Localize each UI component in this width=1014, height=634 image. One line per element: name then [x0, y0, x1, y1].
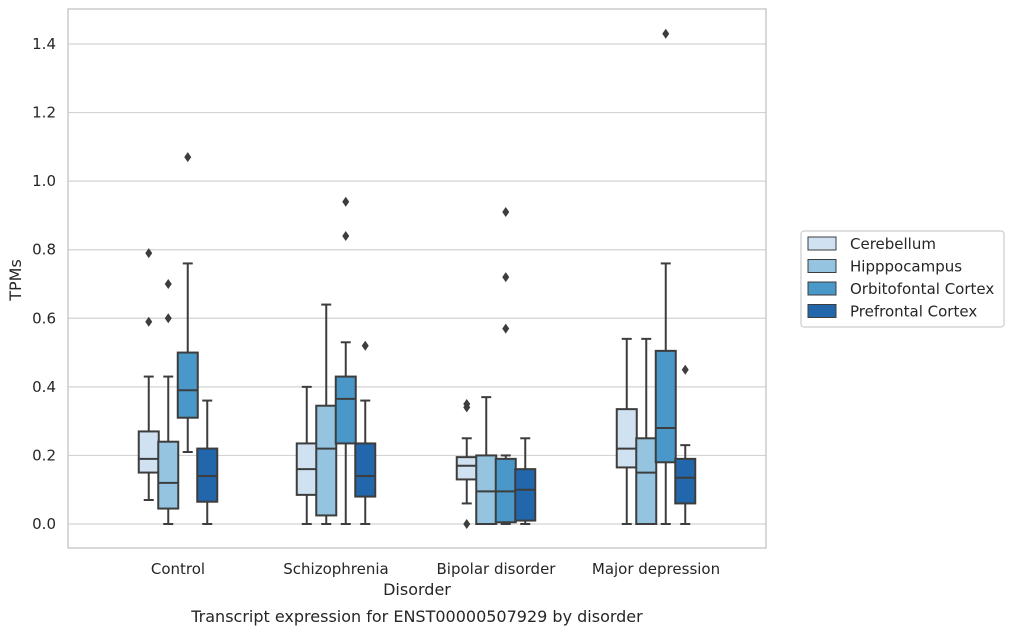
series-hipppocampus	[157, 279, 658, 525]
box-body	[635, 437, 658, 525]
outlier-point	[502, 272, 510, 283]
x-tick-label: Control	[151, 560, 205, 578]
outlier-point	[145, 248, 153, 259]
legend-item: Prefrontal Cortex	[807, 303, 977, 321]
box	[157, 279, 180, 525]
box-body	[315, 404, 338, 517]
chart-caption: Transcript expression for ENST0000050792…	[190, 607, 643, 626]
box	[514, 437, 537, 525]
legend-swatch	[807, 304, 837, 318]
legend-item: Hipppocampus	[807, 258, 962, 276]
plot-frame	[67, 8, 767, 549]
plot-area	[137, 28, 697, 529]
box	[615, 337, 638, 525]
box	[137, 248, 160, 501]
series-orbitofontal-cortex	[176, 28, 677, 525]
y-tick-label: 0.6	[32, 309, 56, 327]
outlier-point	[681, 364, 689, 375]
box	[674, 364, 697, 525]
outlier-point	[184, 152, 192, 163]
legend: Cerebellum Hipppocampus Orbitofontal Corte…	[800, 230, 1005, 328]
x-axis-title: Disorder	[383, 580, 451, 599]
x-tick-label: Bipolar disorder	[437, 560, 557, 578]
box	[654, 28, 677, 525]
box	[635, 337, 658, 525]
outlier-point	[502, 323, 510, 334]
legend-swatch	[807, 236, 837, 251]
box-body	[514, 468, 537, 522]
box-body	[176, 351, 199, 419]
x-tick-label: Schizophrenia	[283, 560, 388, 578]
y-tick-label: 1.0	[32, 172, 56, 190]
box-body	[334, 375, 357, 445]
outlier-point	[361, 340, 369, 351]
legend-label: Hipppocampus	[850, 258, 962, 276]
box-body	[615, 408, 638, 469]
legend-label: Orbitofontal Cortex	[850, 280, 994, 298]
outlier-point	[502, 207, 510, 217]
outlier-point	[145, 316, 153, 327]
y-tick-label: 1.4	[32, 35, 56, 53]
series-prefrontal-cortex	[196, 340, 697, 525]
box	[475, 396, 498, 525]
legend-swatch	[807, 259, 837, 273]
box	[455, 399, 478, 529]
box	[196, 399, 219, 525]
legend-swatch	[807, 281, 837, 296]
y-tick-label: 0.0	[32, 515, 56, 533]
box-body	[157, 440, 180, 510]
series-cerebellum	[137, 248, 638, 529]
box	[354, 340, 377, 525]
x-tick-labels: Control Schizophrenia Bipolar disorder Majo…	[151, 560, 720, 578]
box	[494, 207, 517, 525]
y-tick-labels: 0.0 0.2 0.4 0.6 0.8 1.0 1.2 1.4	[32, 35, 56, 533]
y-tick-label: 0.4	[32, 378, 56, 396]
box-body	[654, 349, 677, 464]
legend-item: Cerebellum	[807, 235, 936, 253]
y-tick-label: 0.2	[32, 446, 56, 464]
outlier-point	[342, 231, 350, 241]
y-tick-label: 0.8	[32, 241, 56, 259]
box-body	[354, 442, 377, 498]
box-body	[455, 456, 478, 481]
outlier-point	[164, 279, 172, 289]
box-body	[475, 454, 498, 525]
box-body	[674, 457, 697, 505]
outlier-point	[463, 519, 471, 529]
box	[295, 385, 318, 525]
box	[334, 196, 357, 525]
outlier-point	[662, 28, 670, 39]
y-axis-title: TPMs	[6, 259, 25, 302]
outlier-point	[164, 313, 172, 324]
y-tick-label: 1.2	[32, 104, 56, 122]
legend-label: Prefrontal Cortex	[850, 303, 977, 321]
box-body	[137, 430, 160, 474]
box	[315, 303, 338, 525]
outlier-point	[342, 196, 350, 207]
legend-label: Cerebellum	[850, 235, 936, 253]
x-tick-label: Major depression	[592, 560, 720, 578]
box	[176, 152, 199, 453]
legend-frame	[800, 230, 1005, 328]
outlier-point	[463, 399, 471, 409]
legend-item: Orbitofontal Cortex	[807, 280, 994, 298]
